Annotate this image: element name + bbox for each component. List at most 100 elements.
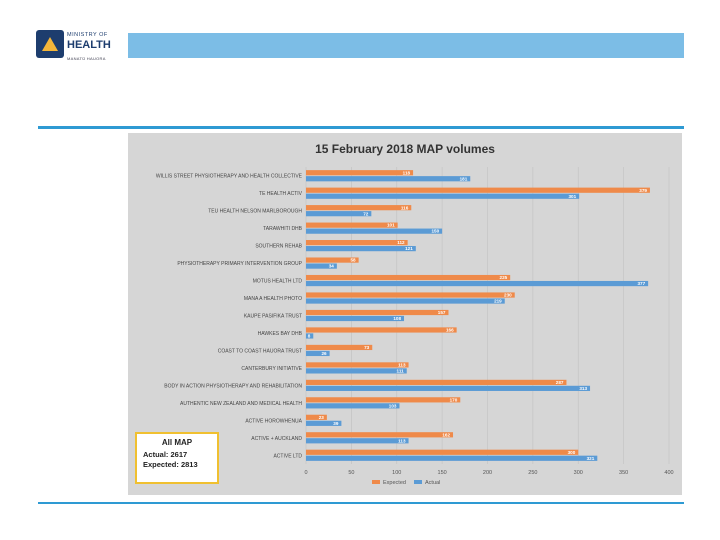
chart-title: 15 February 2018 MAP volumes	[315, 142, 495, 156]
data-label-expected: 116	[401, 205, 409, 210]
bar-actual	[306, 228, 443, 234]
data-label-actual: 39	[333, 421, 339, 426]
data-label-expected: 101	[387, 223, 395, 228]
category-label: SOUTHERN REHAB	[255, 244, 302, 250]
data-label-expected: 112	[397, 240, 405, 245]
data-label-actual: 8	[308, 334, 311, 339]
x-tick-label: 250	[528, 470, 537, 476]
x-tick-label: 200	[483, 470, 492, 476]
summary-title: All MAP	[161, 438, 193, 447]
category-label: COAST TO COAST HAUORA TRUST	[218, 348, 302, 354]
bar-expected	[306, 327, 457, 333]
data-label-actual: 34	[329, 264, 335, 269]
bar-chart: 15 February 2018 MAP volumes 0 50 100 150 200…	[156, 142, 674, 486]
bar-expected	[306, 309, 449, 316]
chart-container: 15 February 2018 MAP volumes 0 50 100 150 200…	[128, 133, 682, 495]
data-label-actual: 72	[363, 211, 369, 216]
category-label: PHYSIOTHERAPY PRIMARY INTERVENTION GROUP	[177, 261, 302, 267]
data-label-actual: 108	[393, 316, 401, 321]
bar-actual	[306, 211, 372, 217]
bar-expected	[306, 414, 327, 420]
bar-actual	[306, 385, 591, 391]
bar-actual	[306, 280, 649, 287]
header-bar	[128, 33, 684, 58]
data-label-expected: 113	[398, 363, 406, 368]
category-label: TEU HEALTH NELSON MARLBOROUGH	[208, 209, 302, 215]
category-label: BODY IN ACTION PHYSIOTHERAPY AND REHABIL…	[164, 383, 302, 389]
legend-label-expected: Expected	[383, 480, 406, 486]
summary-expected: Expected: 2813	[143, 460, 211, 470]
x-tick-label: 100	[392, 470, 401, 476]
ministry-of-health-logo: MINISTRY OF HEALTH MANATŪ HAUORA	[36, 30, 118, 64]
data-label-actual: 219	[494, 299, 502, 304]
logo-emblem-icon	[36, 30, 64, 58]
data-label-expected: 118	[403, 170, 411, 175]
bar-actual	[306, 420, 342, 426]
bar-expected	[306, 397, 461, 403]
logo-line-3: MANATŪ HAUORA	[67, 56, 106, 61]
bar-expected	[306, 449, 579, 455]
x-tick-label: 300	[574, 470, 583, 476]
summary-box: All MAP Actual: 2617 Expected: 2813	[135, 432, 219, 484]
bar-expected	[306, 187, 650, 193]
bar-actual	[306, 455, 598, 461]
category-label: ACTIVE LTD	[273, 453, 302, 459]
category-label: AUTHENTIC NEW ZEALAND AND MEDICAL HEALTH	[180, 401, 302, 407]
data-label-actual: 103	[389, 403, 397, 408]
data-label-actual: 150	[431, 229, 439, 234]
data-label-expected: 287	[556, 380, 564, 385]
bar-expected	[306, 205, 412, 211]
bar-expected	[306, 222, 398, 228]
top-divider	[38, 126, 684, 129]
logo-line-2: HEALTH	[67, 39, 111, 51]
data-label-actual: 113	[398, 438, 406, 443]
x-tick-label: 400	[664, 470, 673, 476]
x-tick-label: 0	[304, 470, 307, 476]
legend-swatch-expected	[372, 480, 380, 484]
bar-actual	[306, 263, 337, 269]
category-label: TE HEALTH ACTIV	[259, 191, 303, 197]
legend-swatch-actual	[414, 480, 422, 484]
summary-actual-label: Actual:	[143, 450, 169, 459]
summary-actual: Actual: 2617	[143, 450, 211, 460]
data-label-expected: 58	[351, 258, 357, 263]
data-label-actual: 121	[405, 246, 413, 251]
bar-expected	[306, 379, 567, 385]
bar-expected	[306, 362, 409, 368]
bar-expected	[306, 257, 359, 263]
category-label: MOTUS HEALTH LTD	[253, 279, 303, 285]
category-label: KAUPE PASIFIKA TRUST	[244, 314, 302, 320]
data-label-expected: 23	[319, 415, 325, 420]
bar-expected	[306, 274, 511, 281]
data-label-expected: 73	[364, 345, 370, 350]
summary-expected-value: 2813	[180, 460, 198, 469]
bottom-divider	[38, 502, 684, 504]
data-label-expected: 166	[446, 328, 454, 333]
bar-actual	[306, 193, 580, 199]
data-label-actual: 26	[321, 351, 327, 356]
category-label: ACTIVE + AUCKLAND	[251, 436, 302, 442]
data-label-expected: 230	[504, 293, 512, 298]
x-tick-label: 150	[438, 470, 447, 476]
data-label-expected: 300	[568, 450, 576, 455]
data-label-actual: 313	[579, 386, 587, 391]
category-label: MANA A HEALTH PHOTO	[244, 296, 302, 302]
category-label: CANTERBURY INITIATIVE	[241, 366, 302, 372]
legend-label-actual: Actual	[425, 480, 440, 486]
bar-actual	[306, 333, 314, 339]
bar-expected	[306, 170, 414, 176]
bar-actual	[306, 403, 400, 409]
data-label-expected: 379	[639, 188, 647, 193]
data-label-actual: 181	[460, 176, 468, 181]
bar-expected	[306, 240, 408, 246]
data-label-expected: 170	[450, 397, 458, 402]
bar-actual	[306, 176, 471, 182]
bar-actual	[306, 350, 330, 357]
bar-actual	[306, 438, 409, 444]
data-label-expected: 225	[500, 275, 508, 280]
data-label-actual: 111	[397, 369, 405, 374]
x-tick-label: 50	[348, 470, 354, 476]
logo-line-1: MINISTRY OF	[67, 32, 108, 38]
category-label: HAWKES BAY DHB	[258, 331, 303, 337]
data-label-expected: 157	[438, 310, 446, 315]
